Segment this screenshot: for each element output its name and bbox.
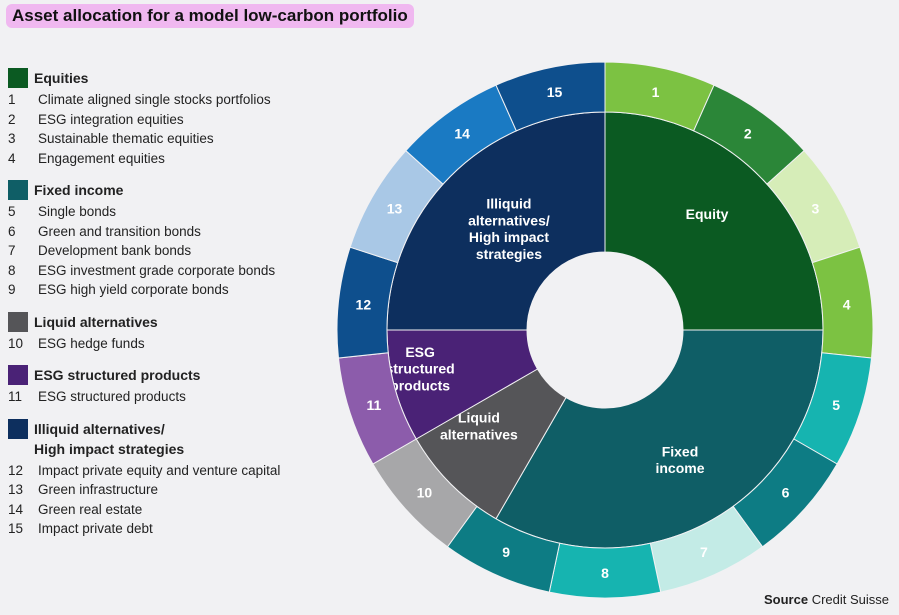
outer-slice-label: 2 bbox=[744, 125, 752, 141]
legend-swatch bbox=[8, 180, 28, 200]
legend-item-label: Green real estate bbox=[38, 501, 143, 517]
legend-item: 4 Engagement equities bbox=[8, 149, 328, 169]
legend-item-number: 9 bbox=[8, 282, 16, 297]
legend-item-label: Climate aligned single stocks portfolios bbox=[38, 92, 271, 107]
legend-item: 15 Impact private debt bbox=[8, 519, 328, 539]
source-label: Source bbox=[763, 592, 809, 607]
legend-item-label: ESG hedge funds bbox=[38, 335, 145, 351]
outer-slice-label: 3 bbox=[812, 200, 820, 216]
legend-item: 6 Green and transition bonds bbox=[8, 222, 328, 242]
legend-item-label: Engagement equities bbox=[38, 150, 165, 166]
legend: Equities 1 Climate aligned single stocks p… bbox=[8, 68, 328, 551]
legend-item: 12 Impact private equity and venture capi… bbox=[8, 461, 328, 481]
legend-item-label: ESG integration equities bbox=[38, 111, 184, 127]
legend-item-number: 13 bbox=[8, 482, 24, 497]
outer-slice-label: 7 bbox=[700, 544, 708, 560]
legend-group-name: Illiquid alternatives/ High impact strat… bbox=[34, 420, 185, 457]
legend-item-number: 3 bbox=[8, 131, 16, 146]
legend-item-number: 14 bbox=[8, 501, 24, 517]
legend-item-number: 11 bbox=[8, 389, 23, 404]
legend-group: Illiquid alternatives/ High impact strat… bbox=[8, 418, 328, 539]
outer-slice-label: 9 bbox=[502, 544, 510, 560]
legend-item-number: 8 bbox=[8, 262, 16, 278]
legend-item: 14 Green real estate bbox=[8, 500, 328, 520]
inner-slice-label: Liquid alternatives bbox=[440, 410, 518, 443]
legend-item-number: 10 bbox=[8, 335, 24, 351]
outer-slice-label: 10 bbox=[417, 484, 433, 500]
outer-slice-label: 12 bbox=[356, 296, 372, 312]
outer-slice-label: 13 bbox=[387, 200, 403, 216]
legend-item-label: Development bank bonds bbox=[38, 243, 192, 258]
legend-item-label: Single bonds bbox=[38, 204, 117, 219]
legend-item: 8 ESG investment grade corporate bonds bbox=[8, 261, 328, 281]
source-name: Credit Suisse bbox=[811, 592, 889, 607]
legend-item-number: 6 bbox=[8, 223, 16, 239]
outer-slice bbox=[495, 61, 606, 132]
legend-group-header: Illiquid alternatives/ High impact strat… bbox=[8, 418, 328, 459]
outer-slice-label: 4 bbox=[843, 296, 851, 312]
legend-item-number: 1 bbox=[8, 92, 16, 107]
legend-item-label: Impact private debt bbox=[38, 521, 153, 536]
legend-group-header: Equities bbox=[8, 68, 328, 88]
legend-item: 9 ESG high yield corporate bonds bbox=[8, 280, 328, 300]
legend-group: Liquid alternatives 10 ESG hedge funds bbox=[8, 311, 328, 354]
legend-item: 2 ESG integration equities bbox=[8, 110, 328, 130]
legend-group: Equities 1 Climate aligned single stocks p… bbox=[8, 68, 328, 168]
legend-group-name: ESG structured products bbox=[34, 367, 201, 383]
legend-item: 1 Climate aligned single stocks portfolio… bbox=[8, 90, 328, 110]
outer-slice-label: 6 bbox=[782, 484, 790, 500]
legend-item: 3 Sustainable thematic equities bbox=[8, 129, 328, 149]
legend-group-name: Equities bbox=[34, 70, 89, 86]
legend-item: 5 Single bonds bbox=[8, 202, 328, 222]
legend-swatch bbox=[8, 418, 28, 439]
outer-slice-label: 14 bbox=[454, 125, 470, 141]
outer-slice-label: 15 bbox=[547, 84, 563, 100]
legend-swatch bbox=[8, 311, 28, 332]
legend-item-label: Green infrastructure bbox=[38, 482, 159, 497]
legend-item: 13 Green infrastructure bbox=[8, 480, 328, 500]
inner-slice-label: Illiquid alternatives/High impact strategi… bbox=[468, 196, 550, 262]
outer-slice-label: 11 bbox=[366, 397, 381, 413]
legend-group: Fixed income 5 Single bonds 6 Green and tran… bbox=[8, 180, 328, 300]
inner-slice-label: Equity bbox=[686, 206, 729, 222]
legend-item-label: ESG high yield corporate bonds bbox=[38, 282, 229, 297]
legend-item-label: ESG structured products bbox=[38, 389, 186, 404]
chart-title: Asset allocation for a model low-carbon … bbox=[6, 4, 414, 28]
legend-group-header: Fixed income bbox=[8, 180, 328, 200]
legend-swatch bbox=[8, 365, 28, 385]
outer-slice-label: 1 bbox=[652, 84, 660, 100]
inner-slice-label: Fixed income bbox=[655, 443, 704, 476]
legend-item: 10 ESG hedge funds bbox=[8, 334, 328, 354]
legend-item-label: Sustainable thematic equities bbox=[38, 131, 214, 146]
legend-item: 11 ESG structured products bbox=[8, 387, 328, 407]
legend-group-name: Liquid alternatives bbox=[34, 313, 158, 330]
source-note: Source Credit Suisse bbox=[764, 592, 889, 607]
legend-item-number: 12 bbox=[8, 462, 24, 478]
outer-slice-label: 5 bbox=[832, 397, 840, 413]
legend-item: 7 Development bank bonds bbox=[8, 241, 328, 261]
legend-swatch bbox=[8, 68, 28, 88]
legend-item-number: 7 bbox=[8, 243, 16, 258]
legend-item-number: 2 bbox=[8, 111, 16, 127]
legend-item-label: Impact private equity and venture capita… bbox=[38, 462, 281, 478]
legend-item-label: ESG investment grade corporate bonds bbox=[38, 262, 276, 278]
legend-group-header: ESG structured products bbox=[8, 365, 328, 385]
legend-item-number: 15 bbox=[8, 521, 24, 536]
legend-item-number: 5 bbox=[8, 204, 16, 219]
legend-group-header: Liquid alternatives bbox=[8, 311, 328, 332]
legend-group-name: Fixed income bbox=[34, 182, 124, 198]
legend-item-number: 4 bbox=[8, 150, 16, 166]
legend-group: ESG structured products 11 ESG structured … bbox=[8, 365, 328, 407]
outer-slice-label: 8 bbox=[601, 565, 609, 581]
legend-item-label: Green and transition bonds bbox=[38, 223, 201, 239]
inner-slice-label: ESG structured products bbox=[385, 344, 454, 394]
